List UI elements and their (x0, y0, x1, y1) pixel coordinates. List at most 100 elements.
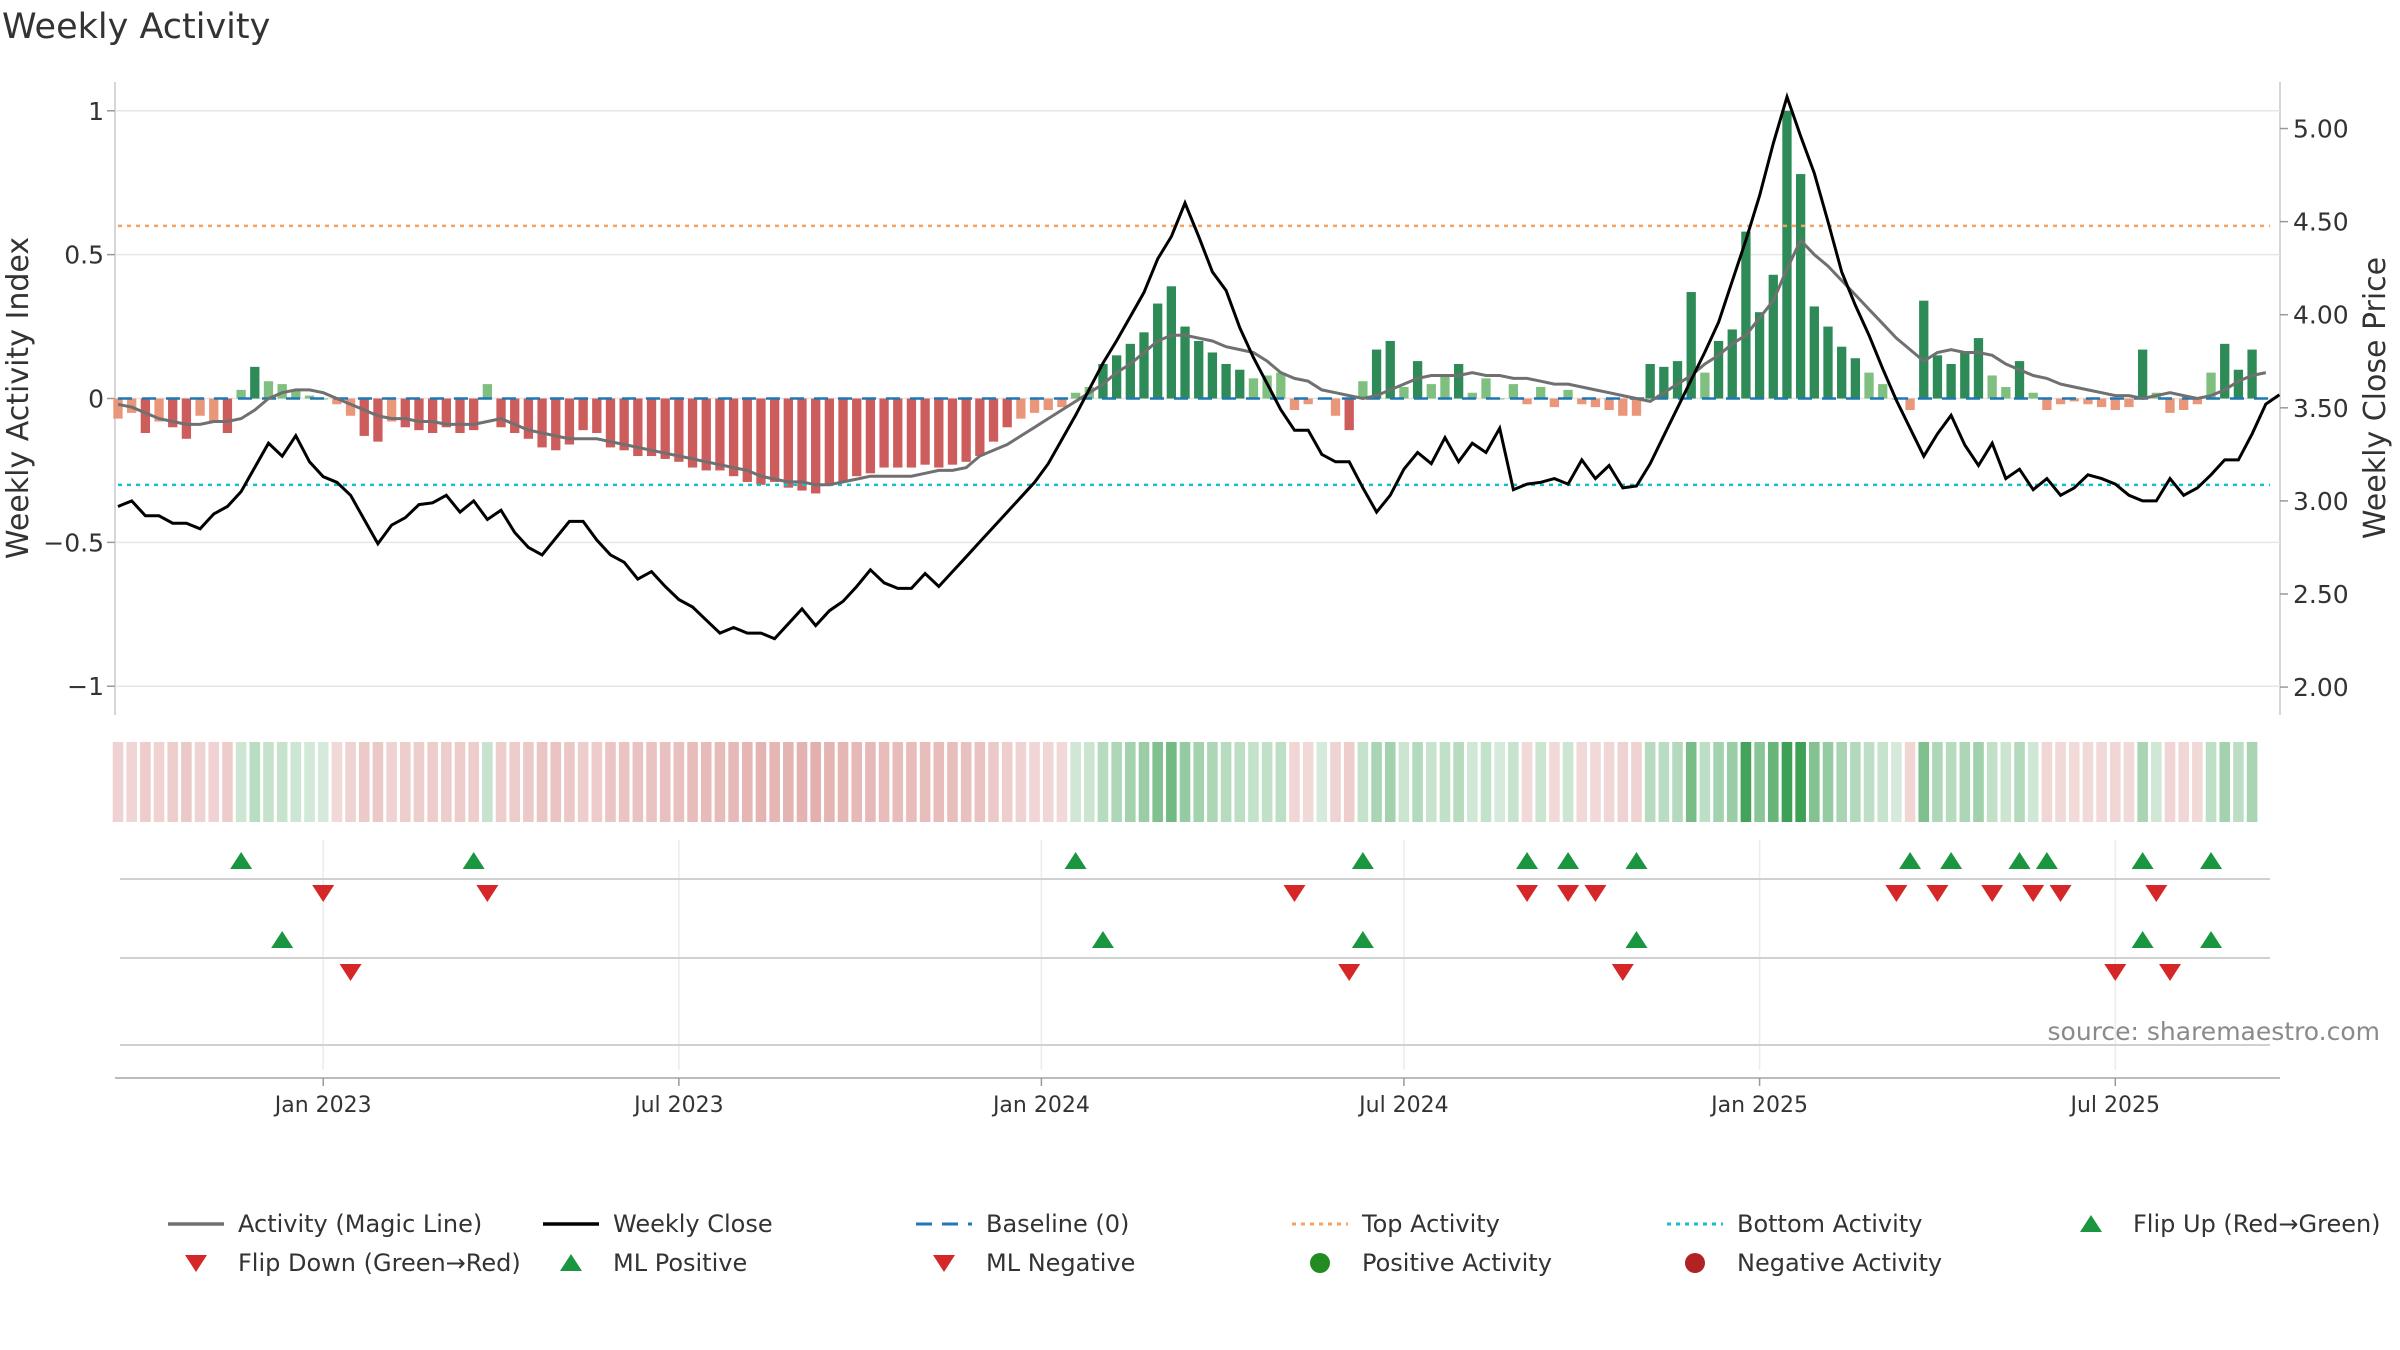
heat-cell-125 (1822, 742, 1834, 822)
heat-cell-116 (1699, 742, 1711, 822)
heat-cell-56 (878, 742, 890, 822)
heat-cell-102 (1508, 742, 1519, 822)
heat-cell-46 (741, 742, 753, 822)
legend-swatch-8 (933, 1255, 955, 1272)
activity-bar-122 (1782, 110, 1792, 399)
activity-bar-116 (1700, 372, 1710, 399)
heat-cell-143 (2068, 742, 2080, 822)
flip-down-marker-11 (2145, 885, 2168, 902)
activity-bar-53 (838, 398, 848, 482)
main-panel: 1 0.5 0 −0.5 −1 5.00 4.50 4.00 3.50 3.00 2.50 2.00… (1, 82, 2393, 715)
activity-bar-108 (1590, 398, 1601, 408)
heat-cell-8 (222, 742, 233, 822)
activity-bar-82 (1235, 369, 1245, 399)
flip-up-marker-4 (1516, 852, 1539, 869)
activity-bar-155 (2233, 369, 2244, 399)
heat-cell-119 (1740, 742, 1752, 822)
heat-cell-33 (564, 742, 575, 822)
activity-bar-86 (1289, 398, 1300, 411)
activity-bar-119 (1741, 231, 1751, 399)
heat-cell-71 (1083, 742, 1095, 822)
heat-cell-147 (2123, 742, 2135, 822)
activity-bar-105 (1549, 398, 1560, 408)
flip-down-marker-2 (1283, 885, 1306, 902)
heat-cell-115 (1685, 742, 1697, 822)
activity-bar-150 (2165, 398, 2175, 413)
heat-cell-145 (2096, 742, 2107, 822)
x-tick-label-0: Jan 2023 (273, 1093, 372, 1118)
heat-cell-138 (2000, 742, 2012, 822)
tick-label-left-1: 0.5 (64, 241, 104, 270)
heat-cell-93 (1384, 742, 1396, 822)
activity-bar-117 (1713, 340, 1724, 399)
ml-positive-marker-3 (1625, 931, 1648, 948)
activity-bar-65 (1002, 398, 1012, 428)
legend-label-10: Negative Activity (1737, 1249, 1942, 1277)
activity-bar-30 (523, 398, 534, 439)
heat-cell-87 (1302, 742, 1314, 822)
heat-cell-98 (1453, 742, 1464, 822)
activity-bar-112 (1645, 363, 1655, 399)
heat-cell-26 (468, 742, 479, 822)
tick-label-left-3: −0.5 (43, 528, 104, 557)
activity-bar-36 (605, 398, 616, 448)
heat-cell-114 (1672, 742, 1683, 822)
activity-bar-67 (1029, 398, 1040, 413)
activity-bar-132 (1919, 300, 1929, 399)
activity-bar-97 (1440, 375, 1450, 399)
tick-label-left-0: 1 (88, 97, 104, 126)
heat-cell-60 (933, 742, 945, 822)
heat-cell-18 (358, 742, 370, 822)
activity-bar-6 (195, 398, 205, 416)
activity-bar-54 (852, 398, 862, 477)
heat-cell-36 (605, 742, 616, 822)
heat-cell-43 (700, 742, 712, 822)
legend-swatch-7 (560, 1254, 582, 1271)
activity-bar-72 (1098, 363, 1108, 399)
heat-cell-6 (194, 742, 206, 822)
activity-bar-83 (1248, 378, 1259, 399)
flip-down-marker-6 (1885, 885, 1908, 902)
activity-bar-19 (373, 398, 383, 442)
legend-label-8: ML Negative (986, 1249, 1135, 1277)
activity-bar-13 (291, 389, 301, 399)
source-note: source: sharemaestro.com (2048, 1017, 2381, 1046)
heat-cell-133 (1932, 742, 1943, 822)
activity-bar-21 (400, 398, 410, 428)
flip-down-marker-10 (2049, 885, 2072, 902)
activity-bar-103 (1522, 398, 1532, 405)
activity-bar-115 (1686, 292, 1696, 399)
activity-bar-102 (1508, 384, 1519, 399)
heat-cell-120 (1754, 742, 1765, 822)
heat-cell-142 (2055, 742, 2066, 822)
ml-positive-marker-1 (1091, 931, 1114, 948)
activity-bar-138 (2001, 386, 2011, 399)
flip-up-marker-2 (1064, 852, 1087, 869)
heat-cell-144 (2082, 742, 2094, 822)
heat-cell-66 (1015, 742, 1027, 822)
heat-cell-50 (796, 742, 808, 822)
activity-bar-48 (769, 398, 780, 482)
left-axis-ticks: 1 0.5 0 −0.5 −1 (43, 97, 115, 701)
flip-up-marker-9 (2008, 852, 2031, 869)
heat-cell-86 (1289, 742, 1300, 822)
activity-bar-94 (1399, 386, 1409, 399)
heat-cell-109 (1603, 742, 1615, 822)
heat-cell-23 (427, 742, 438, 822)
heat-cell-81 (1220, 742, 1232, 822)
heat-cell-141 (2041, 742, 2053, 822)
activity-bar-128 (1864, 372, 1874, 399)
heat-cell-152 (2192, 742, 2203, 822)
flip-down-marker-4 (1557, 885, 1580, 902)
activity-bar-11 (263, 381, 274, 399)
flip-down-marker-0 (312, 885, 335, 902)
heat-cell-28 (495, 742, 507, 822)
heat-cell-11 (263, 742, 274, 822)
legend-label-9: Positive Activity (1362, 1249, 1552, 1277)
x-tick-label-1: Jul 2023 (632, 1093, 724, 1118)
x-tick-label-5: Jul 2025 (2069, 1093, 2161, 1118)
activity-bar-100 (1481, 378, 1491, 399)
heat-cell-153 (2205, 742, 2217, 822)
activity-bar-123 (1795, 174, 1806, 399)
activity-bar-89 (1330, 398, 1341, 416)
